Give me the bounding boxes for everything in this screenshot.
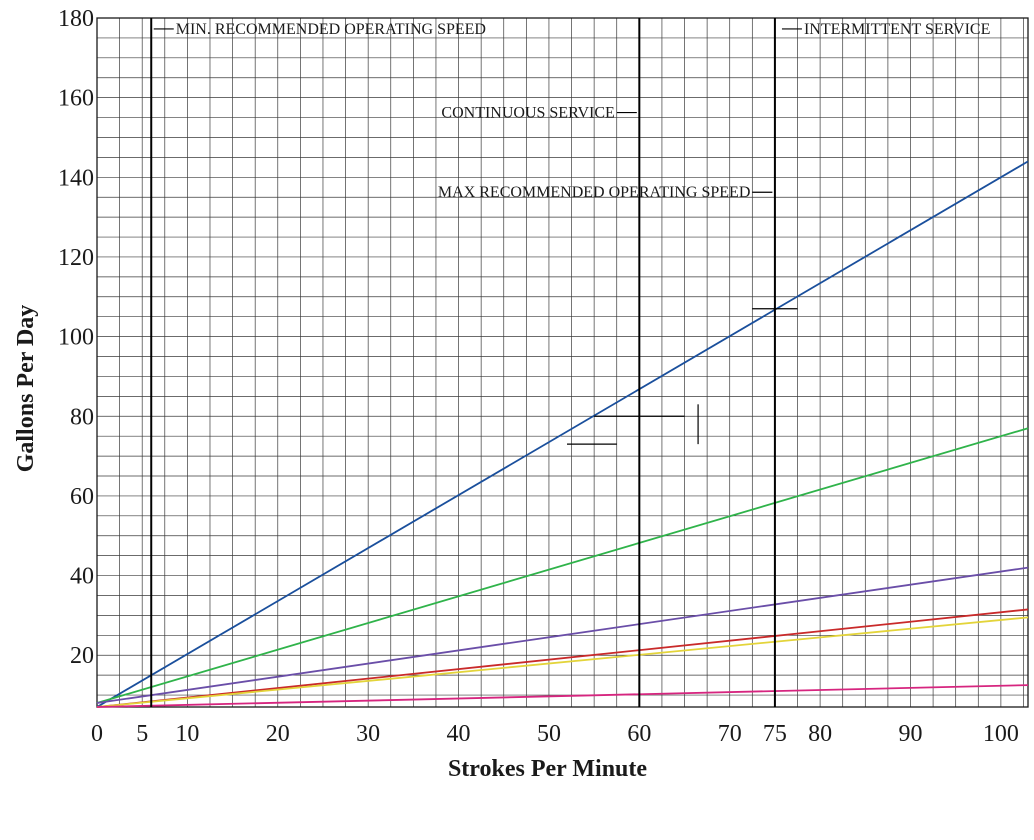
minor-grid xyxy=(96,17,1028,707)
plot-border xyxy=(96,17,1029,708)
y-tick-label: 160 xyxy=(58,86,94,112)
y-axis-title: Gallons Per Day xyxy=(13,305,39,473)
x-axis-title: Strokes Per Minute xyxy=(448,756,647,782)
x-tick-label: 90 xyxy=(898,721,922,747)
annotations: MIN. RECOMMENDED OPERATING SPEED INTERMIT… xyxy=(153,21,990,201)
annotation-label: MAX RECOMMENDED OPERATING SPEED xyxy=(438,184,750,201)
series-line-2 xyxy=(96,427,1029,704)
y-tick-label: 180 xyxy=(58,6,94,32)
x-tick-label: 75 xyxy=(763,721,787,747)
x-tick-label: 20 xyxy=(266,721,290,747)
y-tick-label: 100 xyxy=(58,325,94,351)
annotation-label: INTERMITTENT SERVICE xyxy=(804,21,990,38)
series-line-1 xyxy=(96,160,1029,708)
x-tick-label: 30 xyxy=(356,721,380,747)
y-tick-labels: 20 40 60 80 100 120 140 160 180 xyxy=(58,6,94,669)
y-tick-label: 80 xyxy=(70,404,94,430)
series-layer xyxy=(96,160,1029,708)
reference-lines xyxy=(150,18,776,707)
annotation-label: CONTINUOUS SERVICE xyxy=(441,105,614,122)
series-line-4 xyxy=(96,608,1029,708)
x-tick-label: 50 xyxy=(537,721,561,747)
y-tick-label: 60 xyxy=(70,484,94,510)
x-tick-labels: 0 5 10 20 30 40 50 60 70 75 80 90 100 xyxy=(91,721,1019,747)
y-tick-label: 20 xyxy=(70,643,94,669)
plot-frame xyxy=(96,17,1029,708)
y-tick-label: 120 xyxy=(58,245,94,271)
x-tick-label: 60 xyxy=(627,721,651,747)
y-tick-label: 40 xyxy=(70,564,94,590)
x-tick-label: 5 xyxy=(136,721,148,747)
x-tick-label: 70 xyxy=(718,721,742,747)
y-tick-label: 140 xyxy=(58,165,94,191)
scale-marks xyxy=(567,308,798,445)
series-line-3 xyxy=(96,566,1029,704)
x-tick-label: 100 xyxy=(983,721,1019,747)
x-tick-label: 80 xyxy=(808,721,832,747)
x-tick-label: 10 xyxy=(175,721,199,747)
series-line-5 xyxy=(96,616,1029,708)
series-line-6 xyxy=(96,684,1029,708)
x-tick-label: 0 xyxy=(91,721,103,747)
x-tick-label: 40 xyxy=(447,721,471,747)
annotation-label: MIN. RECOMMENDED OPERATING SPEED xyxy=(176,21,486,38)
